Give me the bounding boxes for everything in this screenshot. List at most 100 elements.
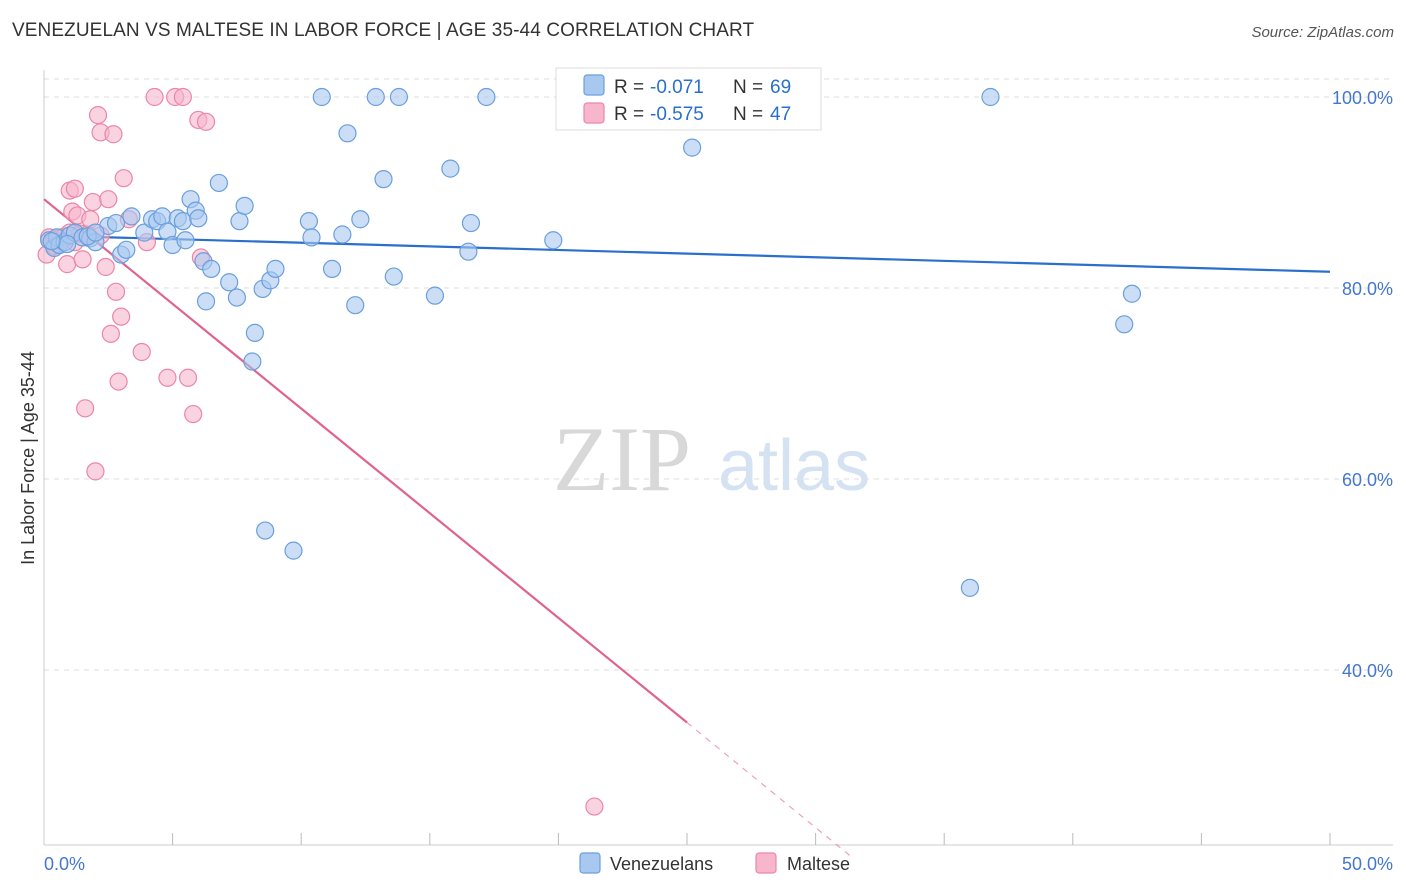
venezuelan-point (122, 207, 141, 226)
venezuelan-point (683, 138, 702, 157)
y-tick-label: 60.0% (1342, 470, 1393, 490)
legend-n-value-2: 47 (770, 104, 791, 125)
maltese-point (104, 125, 123, 144)
legend-n-label-2: N = (733, 104, 763, 125)
maltese-point (173, 87, 192, 107)
source-label: Source: ZipAtlas.com (1251, 24, 1394, 41)
venezuelan-point (1122, 284, 1142, 303)
bottom-legend-maltese: Maltese (787, 854, 850, 874)
venezuelan-point (384, 267, 403, 286)
maltese-point (196, 112, 216, 131)
trend-lines (43, 198, 1331, 860)
venezuelan-point (981, 87, 1000, 107)
venezuelan-point (338, 124, 357, 143)
y-axis-label: In Labor Force | Age 35-44 (18, 351, 38, 565)
venezuelan-point (153, 207, 172, 226)
maltese-point (112, 307, 131, 326)
maltese-point (58, 255, 77, 274)
venezuelan-point (459, 242, 478, 261)
maltese-point (132, 342, 151, 362)
venezuelan-point (322, 259, 342, 278)
venezuelan-point (245, 323, 265, 342)
venezuelan-point (366, 87, 385, 107)
venezuelan-point (196, 292, 216, 311)
venezuelan-point (256, 521, 275, 540)
grid (44, 78, 1393, 671)
legend-r-label-1: R = (614, 77, 644, 98)
chart-title: VENEZUELAN VS MALTESE IN LABOR FORCE | A… (12, 20, 755, 41)
watermark-zip: ZIP (553, 408, 691, 510)
venezuelan-point (235, 196, 254, 215)
maltese-point (114, 169, 133, 188)
maltese-points (37, 87, 604, 816)
venezuelan-point (374, 170, 393, 189)
venezuelan-trend-line (43, 234, 1331, 273)
legend-r-value-2: -0.575 (650, 104, 704, 125)
legend-r-label-2: R = (614, 104, 644, 125)
legend-r-value-1: -0.071 (650, 77, 704, 98)
venezuelan-point (389, 87, 409, 107)
y-tick-label: 80.0% (1342, 279, 1393, 299)
venezuelan-point (312, 87, 331, 107)
y-tick-label: 100.0% (1332, 88, 1393, 108)
venezuelan-point (441, 159, 460, 178)
maltese-point (184, 404, 203, 424)
watermark: ZIP atlas (553, 408, 870, 510)
maltese-point (73, 250, 92, 269)
venezuelan-point (135, 223, 154, 242)
maltese-point (106, 282, 126, 301)
venezuelan-point (58, 234, 77, 254)
watermark-atlas: atlas (718, 426, 870, 506)
maltese-point (99, 190, 118, 209)
venezuelan-points (40, 87, 1142, 597)
legend-swatch-maltese (583, 102, 605, 124)
maltese-point (158, 368, 177, 387)
y-tick-label: 40.0% (1342, 661, 1393, 681)
maltese-point (88, 106, 108, 125)
venezuelan-point (106, 213, 126, 233)
maltese-trend-extension (686, 722, 855, 860)
maltese-point (86, 462, 105, 481)
venezuelan-point (1115, 315, 1134, 334)
bottom-legend-swatch-maltese (755, 852, 777, 874)
venezuelan-point (333, 225, 352, 244)
legend-swatch-venezuelans (583, 74, 605, 96)
maltese-point (145, 87, 164, 107)
legend-n-label-1: N = (733, 77, 763, 98)
venezuelan-point (176, 231, 195, 250)
venezuelan-point (351, 210, 370, 229)
maltese-point (83, 192, 102, 212)
x-tick-label-min: 0.0% (44, 854, 85, 874)
correlation-legend: R = -0.071 N = 69 R = -0.575 N = 47 (555, 67, 822, 131)
venezuelan-point (86, 223, 105, 242)
venezuelan-point (189, 209, 208, 228)
venezuelan-point (299, 212, 319, 231)
venezuelan-point (243, 352, 262, 371)
maltese-point (178, 368, 198, 387)
venezuelan-point (477, 87, 496, 107)
x-tick-labels: 0.0% 50.0% (44, 854, 1393, 874)
maltese-point (585, 797, 604, 816)
legend-n-value-1: 69 (770, 77, 791, 98)
series-legend: Venezuelans Maltese (579, 852, 850, 874)
venezuelan-point (960, 578, 980, 597)
maltese-trend-line (43, 198, 688, 724)
venezuelan-point (42, 232, 61, 251)
venezuelan-point (227, 288, 246, 307)
maltese-point (101, 324, 120, 343)
venezuelan-point (302, 228, 321, 247)
bottom-legend-venezuelans: Venezuelans (610, 854, 713, 874)
venezuelan-point (425, 286, 445, 305)
venezuelan-point (346, 296, 365, 315)
y-tick-labels: 100.0% 80.0% 60.0% 40.0% (1332, 88, 1393, 681)
maltese-point (76, 399, 95, 418)
venezuelan-point (461, 213, 481, 233)
x-tick-label-max: 50.0% (1342, 854, 1393, 874)
venezuelan-point (544, 231, 563, 250)
venezuelan-point (284, 541, 303, 560)
venezuelan-point (230, 212, 249, 231)
maltese-point (96, 257, 115, 277)
venezuelan-point (209, 173, 228, 193)
venezuelan-point (202, 259, 221, 278)
